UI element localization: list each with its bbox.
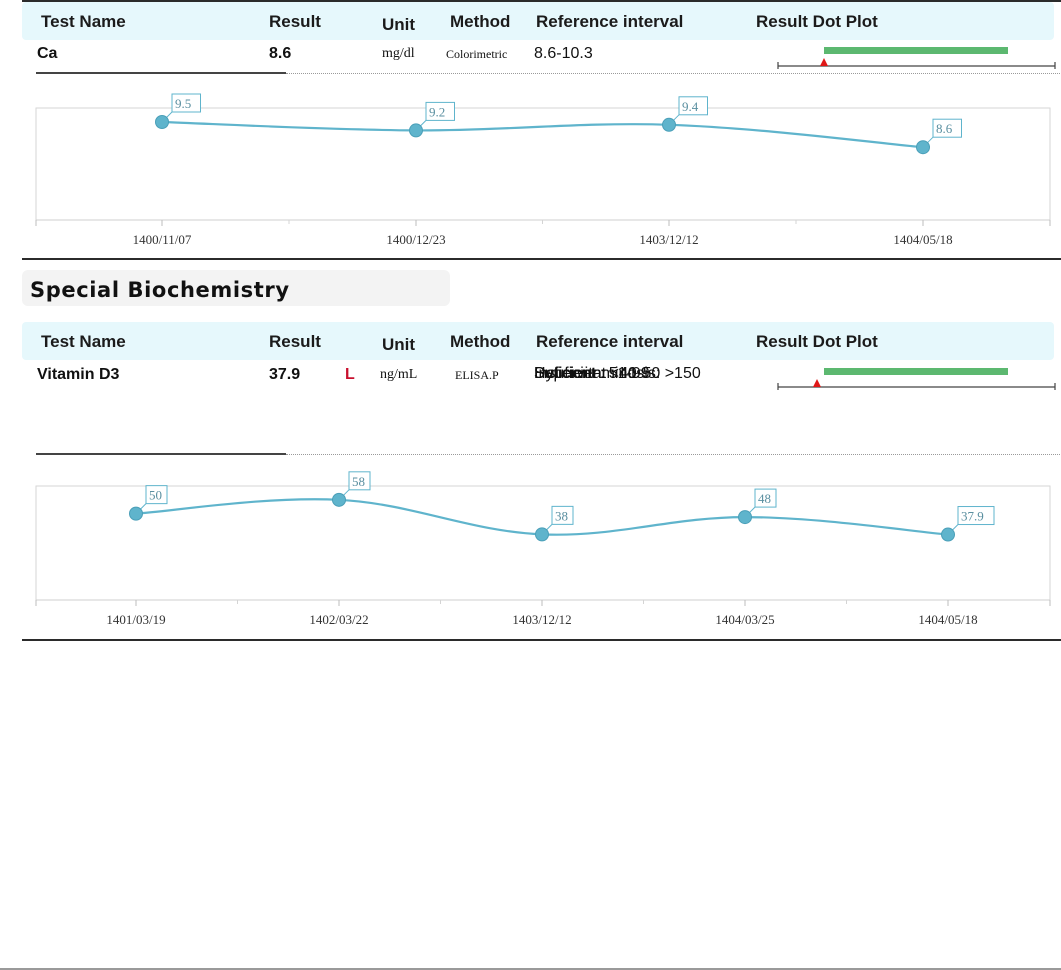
section-title-box: Special Biochemistry <box>22 270 450 306</box>
unit-value: ng/mL <box>380 367 418 382</box>
data-point <box>662 117 676 132</box>
data-label-box <box>551 505 574 525</box>
x-tick-label: 1400/12/23 <box>386 232 445 247</box>
row-dotted-separator <box>286 73 1060 74</box>
reference-line: Hypervitaminosis: >150 <box>534 365 701 382</box>
data-label-box <box>678 96 708 116</box>
data-label-box <box>754 488 777 508</box>
data-label: 38 <box>555 508 568 523</box>
block-separator <box>22 639 1061 641</box>
data-point <box>155 115 169 129</box>
reference-range-bar <box>824 47 1008 54</box>
row-dotted-separator <box>286 454 1060 455</box>
data-point <box>409 123 423 138</box>
data-label: 9.4 <box>682 99 699 114</box>
test-name: Vitamin D3 <box>37 366 120 383</box>
top-rule <box>22 0 1061 2</box>
data-label: 58 <box>352 474 365 489</box>
reference-line: Suficient : 51-99 <box>534 365 650 382</box>
low-flag-badge: L <box>345 366 355 383</box>
reference-value: 8.6-10.3 <box>534 45 593 62</box>
reference-range-bar <box>824 368 1008 375</box>
data-label-box <box>932 118 962 138</box>
row-underline <box>36 72 286 74</box>
row-underline <box>36 453 286 455</box>
method-value: ELISA.P <box>455 368 499 382</box>
data-label-box <box>348 471 371 491</box>
data-label: 9.2 <box>429 104 445 119</box>
block-separator <box>22 258 1061 260</box>
data-label-box <box>171 93 201 113</box>
data-label-box <box>425 101 455 121</box>
result-dot-plot-vitamin-d3 <box>777 368 1056 390</box>
data-point <box>738 510 752 525</box>
col-result: Result <box>269 332 321 351</box>
data-point <box>332 492 346 507</box>
unit-value: mg/dl <box>382 46 415 61</box>
x-tick-label: 1403/12/12 <box>512 612 571 627</box>
col-test-name: Test Name <box>41 12 126 31</box>
reference-line: Insuficient : 41-50 <box>534 365 661 382</box>
table-header: Test Name Result Unit Method Reference i… <box>22 2 1054 40</box>
col-plot: Result Dot Plot <box>756 12 878 31</box>
col-result: Result <box>269 12 321 31</box>
test-name: Ca <box>37 45 58 62</box>
section-title: Special Biochemistry <box>30 278 290 302</box>
result-value: 37.9 <box>269 366 301 383</box>
data-label: 8.6 <box>936 121 953 136</box>
result-marker <box>813 379 821 387</box>
data-label: 50 <box>149 488 162 503</box>
trend-chart-ca: 9.5 9.2 9.4 8.6 1400/11/07 1400/12/23 1403/12/… <box>35 93 1051 247</box>
col-unit: Unit <box>382 15 416 34</box>
chart-frame <box>35 107 1051 221</box>
result-marker <box>820 58 828 66</box>
trend-chart-vitamin-d3: 50 58 38 48 37.9 1401/03/19 1402/03/22 1403/12/… <box>35 471 1051 627</box>
data-point <box>535 527 549 542</box>
result-value: 8.6 <box>269 45 292 62</box>
chart-frame <box>35 485 1051 601</box>
x-tick-label: 1400/11/07 <box>133 232 192 247</box>
col-method: Method <box>450 332 511 351</box>
data-label: 9.5 <box>175 96 191 111</box>
data-point <box>129 506 143 521</box>
table-header-2: Test Name Result Unit Method Reference i… <box>22 322 1054 360</box>
col-plot: Result Dot Plot <box>756 332 878 351</box>
data-label: 37.9 <box>961 509 984 524</box>
x-tick-label: 1401/03/19 <box>106 612 165 627</box>
page-bottom-edge <box>0 968 1061 970</box>
data-point <box>941 527 955 542</box>
x-tick-label: 1403/12/12 <box>639 232 698 247</box>
x-tick-label: 1404/03/25 <box>715 612 774 627</box>
col-unit: Unit <box>382 335 416 354</box>
method-value: Colorimetric <box>446 47 508 61</box>
col-test-name: Test Name <box>41 332 126 351</box>
col-reference: Reference interval <box>536 332 684 351</box>
x-tick-label: 1404/05/18 <box>893 232 952 247</box>
col-reference: Reference interval <box>536 12 684 31</box>
reference-line: Deficient : <40 <box>534 365 637 382</box>
data-label: 48 <box>758 491 771 506</box>
x-tick-label: 1402/03/22 <box>309 612 368 627</box>
result-dot-plot-ca <box>777 47 1056 69</box>
col-method: Method <box>450 12 511 31</box>
data-label-box <box>957 506 995 526</box>
x-tick-label: 1404/05/18 <box>918 612 977 627</box>
series-line <box>161 120 924 149</box>
data-label-box <box>145 485 168 505</box>
data-point <box>916 140 930 155</box>
